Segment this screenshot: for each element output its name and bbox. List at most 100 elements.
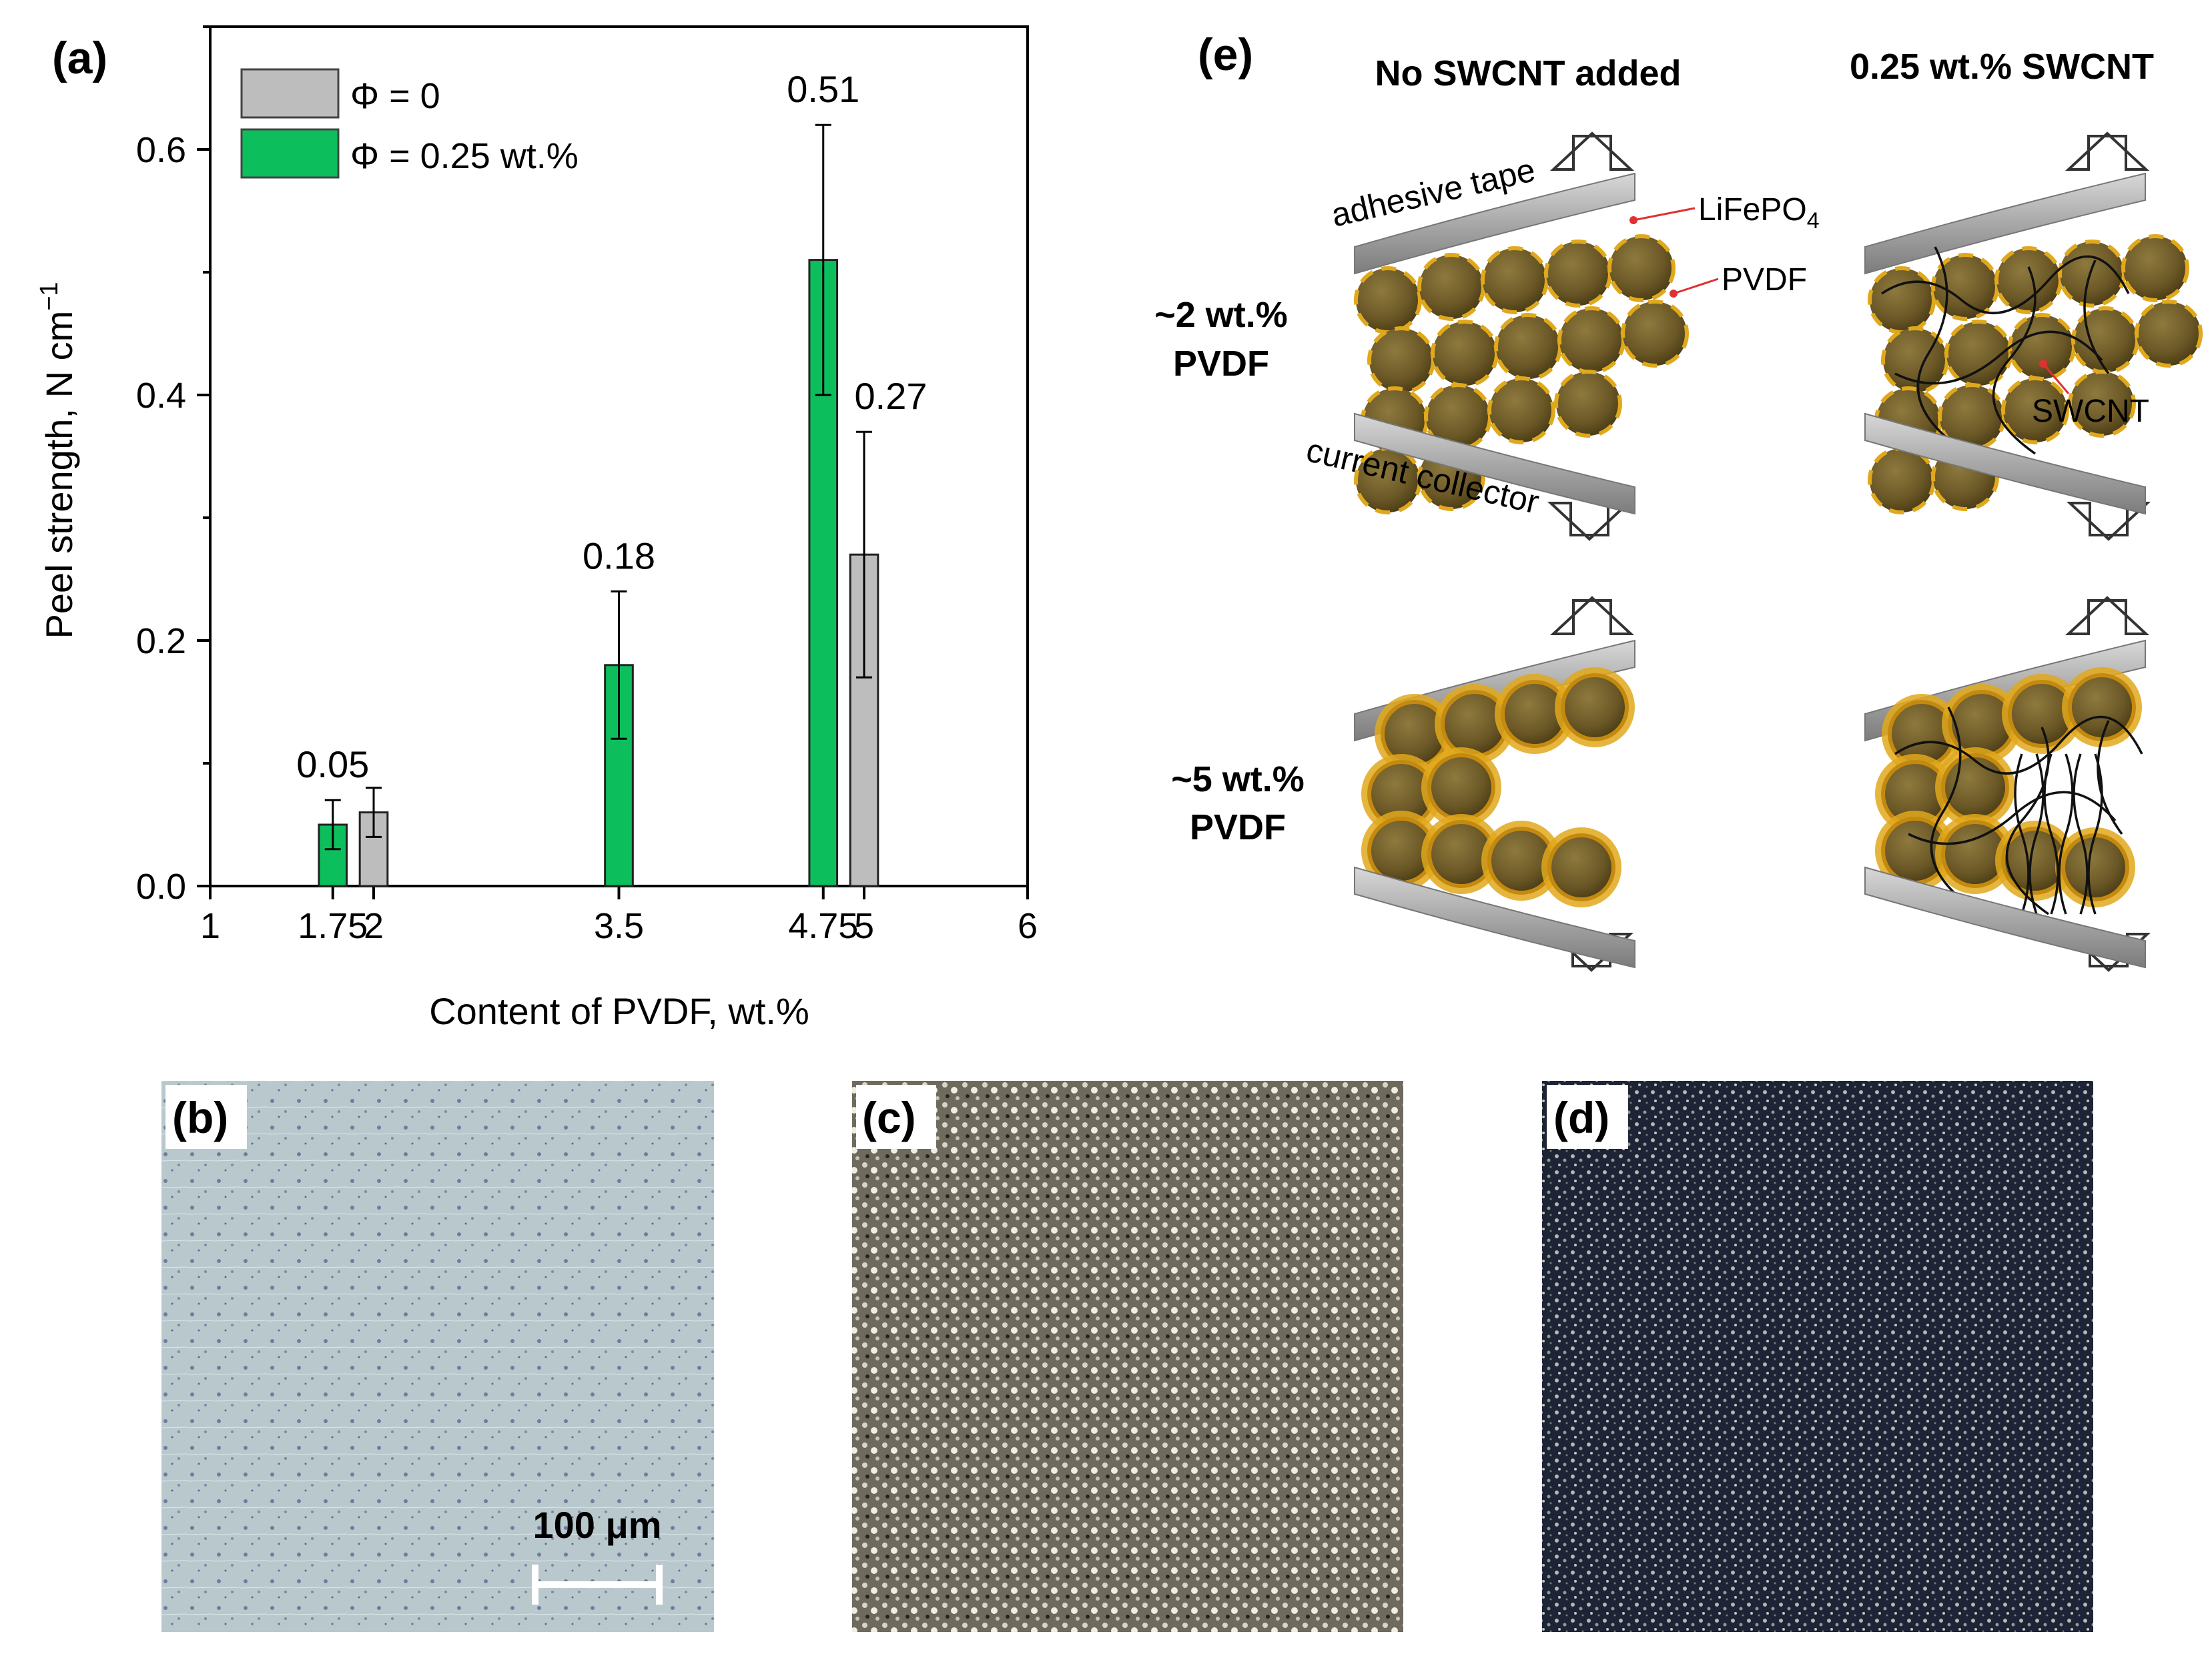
swcnt-fiber — [2097, 720, 2123, 835]
pvdf-label: PVDF — [1722, 262, 1807, 298]
swcnt-fiber — [1908, 791, 2117, 845]
swcnt-pointer-dot — [2039, 360, 2047, 368]
pvdf-pointer-dot — [1670, 290, 1678, 298]
micrograph-b: (b) 100 μm — [161, 1081, 714, 1632]
y-axis-label: Peel strength, N cm−1 — [35, 282, 80, 639]
lifepo4-pointer — [1633, 207, 1696, 222]
swcnt-fiber — [2087, 753, 2103, 915]
chart-bars — [318, 123, 879, 887]
down-arrow-icon — [1547, 502, 1632, 541]
swcnt-fiber — [1894, 330, 2103, 385]
column-heading-swcnt: 0.25 wt.% SWCNT — [1850, 47, 2154, 87]
schematic-cell-2wt-no-swcnt — [1354, 172, 1689, 515]
lifepo4-particle — [1561, 673, 1629, 741]
swcnt-fiber — [1916, 246, 1969, 455]
lifepo4-particle — [1547, 833, 1615, 901]
lifepo4-particle — [2121, 234, 2189, 302]
row-label-2wt-pvdf: PVDF — [1173, 344, 1269, 384]
panel-label-c-bg — [856, 1085, 936, 1149]
x-tick-label: 4.75 — [788, 906, 858, 946]
swcnt-fiber — [2014, 753, 2030, 915]
lifepo4-particle — [1941, 753, 2009, 821]
y-tick-label: 0.2 — [136, 621, 186, 661]
swcnt-fiber — [2005, 727, 2050, 915]
lifepo4-particle — [1931, 253, 1999, 321]
lifepo4-particle — [1994, 246, 2063, 314]
panel-label-e: (e) — [1198, 29, 1253, 80]
row-label-5wt: ~5 wt.% — [1171, 759, 1305, 799]
peel-strength-chart: (a) 1 1.752 3.5 4.755 6 0.0 0.2 0.4 0.6 0.27 0.05 0… — [35, 25, 1038, 1032]
lifepo4-particle — [2135, 300, 2203, 368]
lifepo4-particle — [1431, 320, 1499, 388]
panel-label-c: (c) — [862, 1093, 916, 1142]
lifepo4-particle — [1427, 753, 1495, 821]
lifepo4-particle — [1367, 326, 1435, 394]
current-collector-strip — [1354, 866, 1635, 969]
swcnt-fiber — [1930, 707, 1982, 915]
swcnt-fiber — [2043, 753, 2059, 915]
schematic-panel: (e) No SWCNT added 0.25 wt.% SWCNT ~2 wt… — [1154, 29, 2203, 972]
x-tick-label: 2 — [364, 906, 384, 946]
lifepo4-label: LiFePO4 — [1698, 192, 1820, 234]
x-tick-label: 5 — [854, 906, 874, 946]
swcnt-fiber — [2083, 260, 2110, 375]
chart-tick-labels: 1 1.752 3.5 4.755 6 0.0 0.2 0.4 0.6 0.27 0.05 0.18 0… — [136, 68, 1038, 946]
lifepo4-particle — [2068, 370, 2136, 438]
row-label-2wt: ~2 wt.% — [1154, 295, 1288, 335]
down-arrow-icon — [2066, 502, 2151, 541]
y-tick-label: 0.4 — [136, 376, 186, 416]
swcnt-label: SWCNT — [2032, 394, 2149, 429]
panel-label-d-bg — [1547, 1085, 1628, 1149]
pvdf-pointer — [1673, 278, 1719, 295]
x-tick-label: 6 — [1018, 906, 1038, 946]
x-tick-label: 1 — [200, 906, 220, 946]
micrograph-c: (c) — [852, 1081, 1403, 1632]
up-arrow-icon — [2065, 131, 2150, 171]
up-arrow-icon — [1549, 596, 1635, 635]
lifepo4-particle — [1544, 240, 1612, 308]
lifepo4-particle — [2071, 306, 2139, 374]
lifepo4-particle — [1607, 234, 1676, 302]
panel-label-b-bg — [165, 1085, 247, 1149]
lifepo4-particle — [1487, 376, 1555, 444]
lifepo4-particle — [2058, 240, 2126, 308]
up-arrow-icon — [2065, 596, 2150, 635]
data-label: 0.51 — [787, 68, 859, 110]
lifepo4-particle — [1868, 266, 1936, 334]
schematic-cell-5wt-no-swcnt — [1354, 639, 1635, 969]
axis-ticks — [197, 25, 1029, 899]
swcnt-fiber — [2058, 753, 2074, 915]
y-tick-label: 0.6 — [136, 130, 186, 170]
y-tick-label: 0.0 — [136, 867, 186, 907]
legend-label-green: Φ = 0.25 wt.% — [350, 136, 579, 176]
x-tick-label: 1.75 — [298, 906, 368, 946]
current-collector-strip — [1864, 866, 2146, 969]
micrograph-image-c — [852, 1081, 1403, 1632]
x-tick-label: 3.5 — [594, 906, 644, 946]
swcnt-fiber — [2073, 753, 2089, 915]
lifepo4-particle — [2061, 833, 2129, 901]
lifepo4-particle — [1621, 300, 1689, 368]
swcnt-fiber — [1881, 255, 2130, 314]
legend-swatch-gray — [240, 68, 340, 119]
schematic-cell-2wt-swcnt — [1864, 172, 2203, 515]
lifepo4-particle — [1557, 306, 1625, 374]
lifepo4-particle — [2001, 376, 2069, 444]
micrograph-d: (d) — [1542, 1081, 2093, 1632]
up-arrow-icon — [1549, 131, 1635, 171]
data-label: 0.05 — [296, 743, 369, 785]
panel-label-b: (b) — [172, 1093, 228, 1142]
adhesive-tape-strip — [1354, 172, 1635, 275]
lifepo4-particle — [1481, 246, 1549, 314]
legend-label-gray: Φ = 0 — [350, 76, 440, 116]
swcnt-fiber — [1992, 266, 2037, 455]
swcnt-fiber — [2029, 753, 2045, 915]
lifepo4-particle — [1554, 370, 1622, 438]
schematic-cell-5wt-swcnt — [1864, 639, 2146, 969]
swcnt-pointer — [2042, 363, 2070, 394]
panel-label-a: (a) — [52, 33, 107, 83]
lifepo4-particle — [1417, 253, 1485, 321]
scalebar-label: 100 μm — [532, 1504, 661, 1546]
swcnt-fiber — [1894, 715, 2143, 775]
